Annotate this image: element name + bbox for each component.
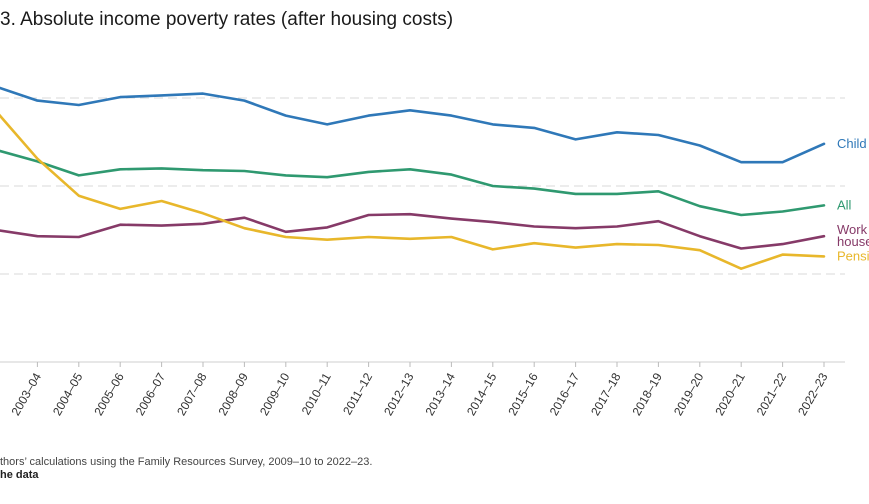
series-line-child (0, 86, 826, 164)
x-tick-label: 2010–11 (299, 370, 334, 417)
x-tick-label: 2005–06 (91, 370, 127, 418)
x-tick-label: 2012–13 (381, 370, 417, 418)
series-line-work (0, 212, 826, 250)
x-tick-label: 3 (0, 370, 3, 383)
gridlines (0, 97, 845, 275)
x-tick-label: 2019–20 (671, 370, 707, 418)
series-label-line: house (837, 234, 869, 249)
get-the-data-link[interactable]: he data (0, 469, 39, 481)
x-axis-ticks: 3 2003–04 2004–05 2005–06 2006–07 2007–08 2008… (0, 362, 831, 418)
x-tick-label: 2013–14 (423, 370, 459, 418)
x-tick-label: 2008–09 (216, 370, 252, 418)
series-label-child: Child (837, 136, 867, 151)
series-line-all (0, 149, 826, 217)
x-tick-label: 2006–07 (133, 370, 169, 418)
series-label-work: Work house (837, 222, 869, 249)
x-tick-label: 2007–08 (174, 370, 210, 418)
x-tick-label: 2016–17 (547, 370, 583, 418)
series-label-all: All (837, 197, 852, 212)
series-label-line: Child (837, 136, 867, 151)
series-label-line: All (837, 197, 852, 212)
series-line-pensi (0, 113, 826, 271)
x-tick-label: 2009–10 (257, 370, 293, 418)
x-tick-label: 2020–21 (712, 370, 748, 418)
chart-title: 3. Absolute income poverty rates (after … (0, 9, 454, 30)
series-label-line: Work (837, 222, 868, 237)
series-lines (0, 86, 826, 271)
series-label-line: Pensi (837, 248, 869, 263)
x-tick-label: 2021–22 (754, 370, 790, 418)
series-label-pensi: Pensi (837, 248, 869, 263)
x-tick-label: 2014–15 (464, 370, 500, 418)
source-note: thors’ calculations using the Family Res… (0, 456, 373, 468)
x-tick-label: 2017–18 (588, 370, 624, 418)
x-tick-label: 2003–04 (9, 370, 45, 418)
x-tick-label: 2018–19 (630, 370, 666, 418)
x-tick-label: 2022–23 (795, 370, 831, 418)
x-tick-label: 2004–05 (50, 370, 86, 418)
x-tick-label: 2011–12 (340, 370, 375, 417)
x-tick-label: 2015–16 (505, 370, 541, 418)
